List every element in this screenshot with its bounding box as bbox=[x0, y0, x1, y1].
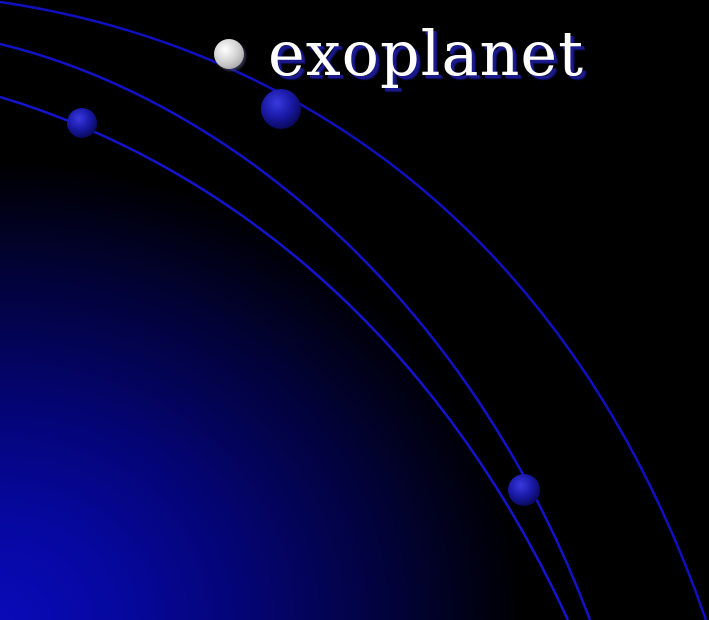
planet-icon bbox=[67, 108, 97, 138]
orbit-line-inner bbox=[0, 95, 570, 620]
bullet-item: exoplanet bbox=[214, 14, 584, 94]
planet-icon bbox=[261, 89, 301, 129]
slide-title: exoplanet bbox=[268, 17, 585, 90]
planet-icon bbox=[508, 474, 540, 506]
bullet-dot-icon bbox=[214, 39, 244, 69]
